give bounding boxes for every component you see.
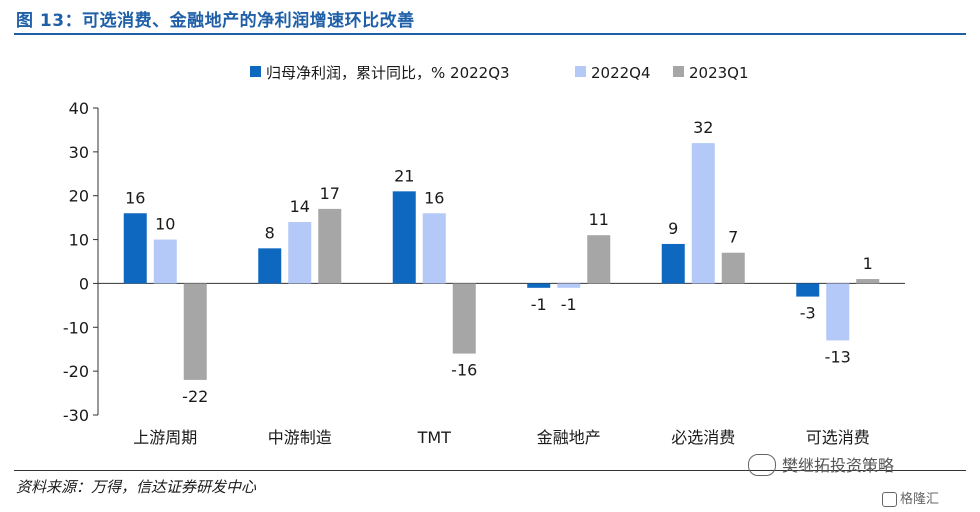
y-tick-label: 30 [69, 143, 89, 162]
data-label: 1 [863, 254, 873, 273]
data-label: -13 [825, 347, 851, 366]
data-label: 21 [394, 166, 414, 185]
bar-2022Q4-6 [826, 283, 850, 341]
y-tick-label: -20 [63, 362, 89, 381]
data-label: -3 [800, 304, 816, 323]
x-tick-label: TMT [417, 428, 452, 447]
gelonghui-logo-icon [882, 492, 897, 507]
bar-2023Q1-1 [183, 283, 207, 380]
data-label: 8 [265, 223, 275, 242]
source-note: 资料来源：万得，信达证券研发中心 [16, 478, 257, 496]
bar-2023Q1-5 [721, 252, 745, 284]
legend-entry: 2022Q4 [591, 64, 651, 82]
y-tick-label: 10 [69, 231, 89, 250]
legend-entry: 2023Q1 [689, 64, 749, 82]
data-label: -22 [182, 387, 208, 406]
data-label: -1 [561, 295, 577, 314]
y-tick-label: 0 [79, 274, 89, 293]
data-label: -16 [451, 361, 477, 380]
data-label: 16 [424, 188, 444, 207]
legend-swatch [250, 66, 261, 77]
legend-swatch [575, 66, 586, 77]
data-label: 17 [320, 184, 340, 203]
bar-2022Q3-2 [258, 248, 282, 284]
data-label: 16 [125, 188, 145, 207]
data-label: 10 [155, 215, 175, 234]
bar-2023Q1-3 [452, 283, 476, 354]
bottom-rule [14, 470, 966, 471]
x-tick-label: 金融地产 [537, 428, 601, 447]
bar-chart: -30-20-100102030401610-22上游周期81417中游制造21… [63, 64, 905, 447]
bar-2022Q4-1 [153, 239, 177, 284]
legend-swatch [673, 66, 684, 77]
bar-2022Q3-6 [796, 283, 820, 297]
bar-2022Q3-1 [123, 213, 147, 284]
x-tick-label: 中游制造 [268, 428, 332, 447]
data-label: 11 [589, 210, 609, 229]
bar-2023Q1-2 [318, 208, 342, 284]
data-label: 14 [290, 197, 310, 216]
bar-2022Q4-5 [691, 143, 715, 284]
y-tick-label: -30 [63, 406, 89, 425]
wechat-logo-icon [748, 454, 776, 476]
bar-2023Q1-4 [587, 235, 611, 284]
figure-title: 图 13：可选消费、金融地产的净利润增速环比改善 [16, 11, 415, 31]
data-label: -1 [531, 295, 547, 314]
bar-2022Q4-4 [557, 283, 581, 288]
y-tick-label: 40 [69, 99, 89, 118]
watermark-text: 樊继拓投资策略 [782, 456, 895, 475]
bar-2022Q4-3 [422, 213, 446, 284]
y-tick-label: 20 [69, 187, 89, 206]
x-tick-label: 上游周期 [133, 428, 197, 447]
bar-2023Q1-6 [856, 279, 880, 284]
watermark-secondary-text: 格隆汇 [900, 492, 940, 507]
data-label: 7 [728, 228, 738, 247]
data-label: 9 [668, 219, 678, 238]
watermark-secondary: 格隆汇 [882, 488, 939, 507]
data-label: 32 [693, 118, 713, 137]
bar-2022Q4-2 [288, 222, 312, 284]
x-tick-label: 可选消费 [806, 428, 870, 447]
title-rule [14, 33, 966, 35]
bar-2022Q3-4 [527, 283, 551, 288]
legend-prefix: 归母净利润，累计同比，% 2022Q3 [266, 64, 510, 82]
bar-2022Q3-5 [661, 243, 685, 284]
y-tick-label: -10 [63, 318, 89, 337]
x-tick-label: 必选消费 [671, 428, 735, 447]
bar-2022Q3-3 [392, 191, 416, 284]
